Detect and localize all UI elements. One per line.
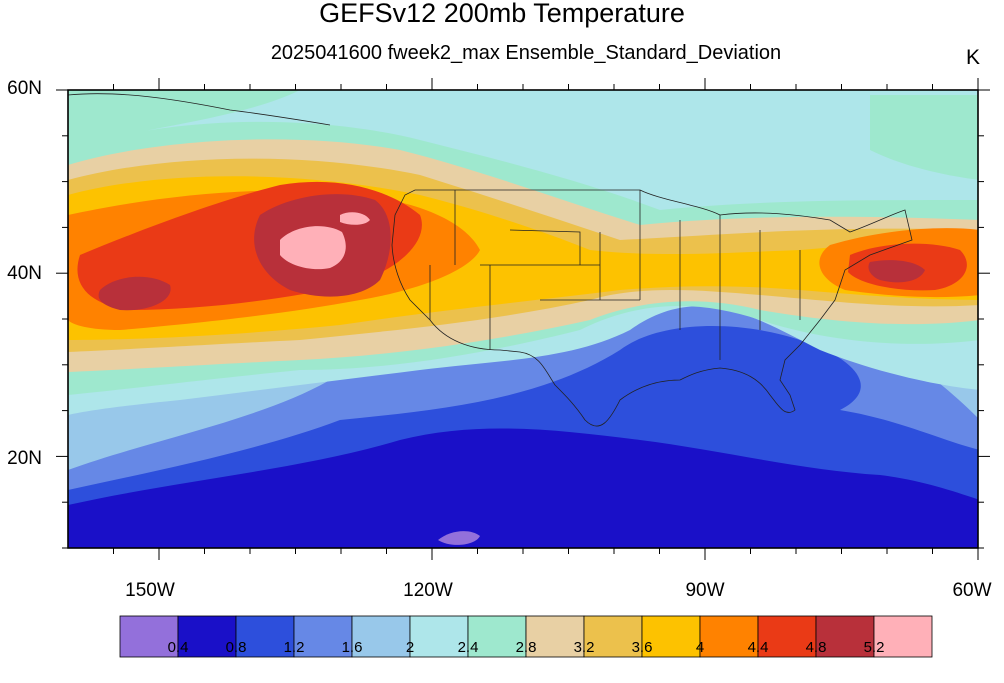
colorbar-label: 2 — [405, 639, 415, 656]
colorbar-label: 0.8 — [225, 639, 247, 656]
coastline-north — [68, 93, 331, 126]
colorbar-label: 4.4 — [747, 639, 769, 656]
colorbar-swatch — [815, 615, 875, 658]
colorbar-swatch — [409, 615, 469, 658]
colorbar-label: 4.8 — [805, 639, 827, 656]
colorbar-label: 3.6 — [631, 639, 653, 656]
state-lines — [429, 190, 801, 360]
lon-tick-label: 120W — [403, 580, 453, 601]
map-title: GEFSv12 200mb Temperature — [319, 0, 685, 28]
axis-ticks — [56, 78, 990, 560]
boundary-lines — [68, 93, 913, 427]
colorbar-swatch — [293, 615, 353, 658]
colorbar-label: 1.2 — [283, 639, 305, 656]
colorbar-label: 2.4 — [457, 639, 479, 656]
colorbar-label: 0.4 — [167, 639, 189, 656]
colorbar-swatch — [525, 615, 585, 658]
colorbar-swatch — [757, 615, 817, 658]
lat-tick-label: 60N — [7, 78, 42, 99]
colorbar-swatch — [177, 615, 237, 658]
lon-tick-label: 60W — [952, 580, 992, 601]
lat-tick-label: 20N — [7, 448, 42, 469]
colorbar-swatch — [119, 615, 179, 658]
lon-tick-label: 150W — [125, 580, 175, 601]
colorbar-swatch — [235, 615, 295, 658]
map-subtitle: 2025041600 fweek2_max Ensemble_Standard_… — [270, 42, 782, 64]
colorbar-label: 2.8 — [515, 639, 537, 656]
contour-5-2 — [98, 194, 925, 311]
colorbar-swatch — [583, 615, 643, 658]
units-label: K — [966, 46, 981, 69]
colorbar-swatch — [351, 615, 411, 658]
colorbar-label: 4 — [695, 639, 705, 656]
colorbar-label: 1.6 — [341, 639, 363, 656]
us-border-outline — [391, 189, 913, 427]
contour-5-6 — [280, 212, 370, 270]
colorbar — [119, 615, 933, 658]
lat-tick-label: 40N — [7, 263, 42, 284]
colorbar-swatch — [873, 615, 933, 658]
colorbar-swatch — [641, 615, 701, 658]
colorbar-label: 5.2 — [863, 639, 885, 656]
lon-tick-label: 90W — [685, 580, 725, 601]
contour-2-8-north — [68, 90, 300, 160]
contour-2-8-east — [870, 95, 978, 180]
contour-0-4 — [438, 531, 480, 545]
shaded-field — [68, 90, 978, 548]
colorbar-label: 3.2 — [573, 639, 595, 656]
contour-0-8 — [68, 428, 978, 548]
